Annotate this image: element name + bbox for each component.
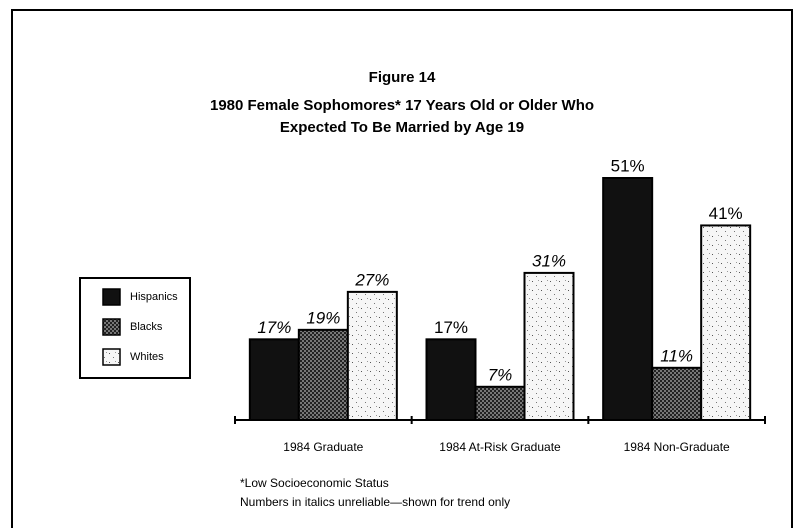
legend-swatch: [102, 288, 121, 306]
legend-box: [79, 277, 191, 379]
legend-label: Hispanics: [130, 291, 178, 303]
bar: [248, 338, 300, 422]
bar: [602, 177, 654, 421]
value-label: 27%: [354, 270, 389, 289]
value-label: 17%: [434, 318, 468, 337]
note: *Low Socioeconomic Status: [240, 476, 389, 490]
chart-subtitle: 1980 Female Sophomores* 17 Years Old or …: [210, 97, 594, 114]
bar: [523, 271, 575, 421]
x-tick-label: 1984 Graduate: [283, 440, 363, 454]
note: Numbers in italics unreliable—shown for …: [240, 495, 510, 509]
value-label: 7%: [488, 365, 513, 384]
bar: [651, 366, 703, 422]
value-label: 31%: [532, 251, 566, 270]
frame: [11, 9, 793, 528]
value-label: 19%: [306, 308, 340, 327]
bar: [425, 338, 477, 422]
chart-subtitle: Expected To Be Married by Age 19: [280, 119, 524, 136]
legend-label: Whites: [130, 351, 164, 363]
x-tick-label: 1984 At-Risk Graduate: [439, 440, 561, 454]
value-label: 41%: [709, 204, 743, 223]
value-label: 11%: [660, 346, 693, 365]
value-label: 17%: [257, 318, 291, 337]
legend-swatch: [102, 348, 121, 366]
bar: [700, 224, 752, 421]
legend-swatch: [102, 318, 121, 336]
chart-title: Figure 14: [369, 69, 436, 86]
bar: [346, 290, 398, 421]
value-label: 51%: [611, 156, 645, 175]
bar: [297, 328, 349, 421]
legend-label: Blacks: [130, 321, 163, 333]
x-tick-label: 1984 Non-Graduate: [624, 440, 730, 454]
bar: [474, 385, 526, 421]
